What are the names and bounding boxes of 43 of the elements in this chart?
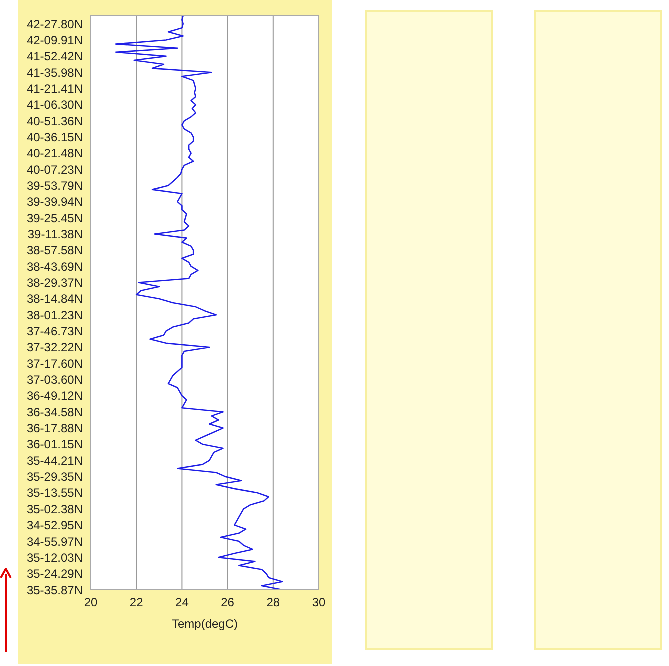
y-tick-label: 38-01.23N — [26, 308, 83, 322]
y-tick-label: 36-01.15N — [26, 438, 83, 452]
x-tick-label: 28 — [266, 596, 280, 610]
y-tick-label: 37-17.60N — [26, 356, 83, 371]
y-tick-label: 35-29.35N — [26, 470, 83, 484]
y-tick-label: 40-36.15N — [26, 130, 83, 145]
y-tick-label: 39-11.38N — [28, 228, 83, 242]
y-tick-label: 41-52.42N — [26, 50, 83, 64]
x-tick-label: 20 — [84, 596, 98, 610]
y-tick-label: 35-13.55N — [26, 486, 83, 500]
y-tick-label: 42-27.80N — [26, 17, 83, 32]
y-tick-label: 36-34.58N — [26, 405, 83, 420]
y-tick-label: 39-39.94N — [26, 195, 83, 210]
y-tick-label: 40-51.36N — [26, 114, 83, 128]
y-tick-label: 36-49.12N — [26, 389, 83, 404]
y-tick-label: 38-57.58N — [26, 244, 83, 258]
y-tick-label: 35-02.38N — [26, 502, 83, 516]
y-tick-label: 42-09.91N — [26, 34, 83, 48]
x-axis-title: Temp(degC) — [172, 617, 238, 631]
x-tick-label: 26 — [221, 596, 235, 610]
y-tick-label: 41-35.98N — [26, 66, 83, 80]
y-tick-label: 41-06.30N — [26, 98, 83, 112]
y-tick-label: 37-03.60N — [26, 373, 83, 388]
y-tick-label: 38-14.84N — [26, 292, 83, 306]
y-tick-label: 37-46.73N — [26, 324, 83, 339]
y-tick-label: 41-21.41N — [26, 82, 83, 96]
y-tick-label: 35-24.29N — [26, 567, 83, 582]
y-tick-label: 38-29.37N — [26, 276, 83, 290]
y-tick-label: 36-17.88N — [26, 422, 83, 436]
y-tick-label: 39-53.79N — [26, 179, 83, 194]
y-tick-label: 40-21.48N — [26, 146, 83, 161]
y-tick-label: 39-25.45N — [26, 211, 83, 226]
x-tick-label: 30 — [312, 596, 326, 610]
y-tick-label: 34-52.95N — [26, 518, 83, 533]
x-tick-label: 22 — [130, 596, 144, 610]
x-tick-label: 24 — [176, 596, 190, 610]
y-tick-label: 34-55.97N — [26, 534, 83, 549]
y-tick-label: 40-07.23N — [26, 162, 83, 177]
y-tick-label: 35-12.03N — [26, 550, 83, 565]
y-tick-label: 35-44.21N — [26, 454, 83, 468]
y-tick-label: 38-43.69N — [26, 260, 83, 274]
y-tick-label: 35-35.87N — [26, 583, 83, 598]
y-tick-label: 37-32.22N — [26, 340, 83, 355]
